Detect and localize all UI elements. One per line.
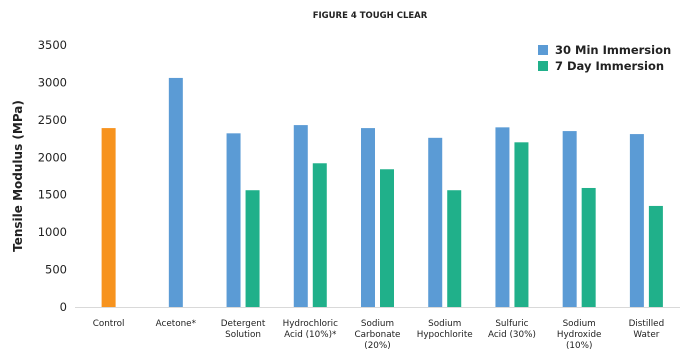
bars [101,77,663,308]
legend-label: 7 Day Immersion [555,59,664,73]
bar-7-day [514,142,529,307]
x-tick-label: Sodium Hydroxide (10%) [557,319,602,351]
y-tick-label: 3000 [38,75,67,89]
y-tick-label: 2500 [38,113,67,127]
bar-30-min [428,137,443,307]
bar-30-min [361,128,375,307]
legend-label: 30 Min Immersion [555,43,671,57]
chart-title: FIGURE 4 TOUGH CLEAR [313,11,428,21]
bar-30-min [562,131,577,307]
axes: 0 500 1000 1500 2000 2500 3000 3500 [38,38,680,314]
bar-7-day [312,163,327,307]
legend: 30 Min Immersion 7 Day Immersion [538,43,671,73]
bar-30-min [629,134,644,307]
bar-30-min [495,127,510,307]
x-tick-label: Distilled Water [629,319,665,340]
y-axis-label: Tensile Modulus (MPa) [11,100,25,252]
x-tick-label: Control [93,319,125,329]
y-tick-label: 1500 [38,188,67,202]
y-tick-label: 1000 [38,225,67,239]
bar-7-day [648,205,663,307]
bar-7-day [380,169,394,307]
bar-7-day [581,187,596,307]
category-labels: Control Acetone* Detergent Solution Hydrochl… [93,319,664,351]
bar-30-min [168,77,183,308]
y-tick-label: 0 [60,300,67,314]
bar-30-min [226,133,241,307]
bar-control [101,128,116,307]
x-tick-label: Sodium Carbonate (20%) [355,319,401,351]
bar-7-day [447,190,462,307]
x-tick-label: Sodium Hypochlorite [417,319,473,340]
y-tick-label: 2000 [38,150,67,164]
legend-swatch [538,61,548,71]
x-tick-label: Acetone* [156,319,197,329]
y-tick-label: 500 [45,263,67,277]
bar-30-min [293,125,308,308]
x-tick-label: Sulfuric Acid (30%) [488,319,536,340]
y-tick-label: 3500 [38,38,67,52]
x-tick-label: Detergent Solution [221,319,266,340]
x-tick-label: Hydrochloric Acid (10%)* [283,319,339,340]
bar-7-day [245,190,260,307]
legend-swatch [538,45,548,55]
